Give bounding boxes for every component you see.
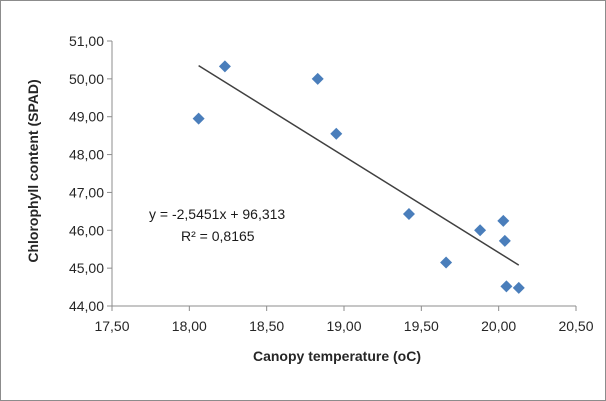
- data-point: [474, 224, 487, 237]
- data-point: [498, 234, 511, 247]
- y-tick-label: 49,00: [69, 109, 104, 125]
- y-tick-label: 48,00: [69, 147, 104, 163]
- trend-equation: y = -2,5451x + 96,313: [149, 206, 285, 222]
- x-tick-label: 20,50: [558, 318, 593, 334]
- data-point: [500, 280, 513, 293]
- x-tick-label: 19,00: [326, 318, 361, 334]
- y-tick-label: 50,00: [69, 71, 104, 87]
- y-tick-label: 45,00: [69, 260, 104, 276]
- data-point: [192, 112, 205, 125]
- y-tick-label: 44,00: [69, 298, 104, 314]
- trendline: [198, 65, 520, 266]
- y-tick-label: 46,00: [69, 222, 104, 238]
- data-point: [330, 127, 343, 140]
- y-tick-labels: 44,00 45,00 46,00 47,00 48,00 49,00 50,00 51,00: [69, 33, 112, 314]
- data-point: [440, 256, 453, 269]
- r-squared-label: R² = 0,8165: [181, 228, 255, 244]
- x-tick-label: 20,00: [481, 318, 516, 334]
- y-axis-title: Chlorophyll content (SPAD): [25, 79, 41, 262]
- x-tick-label: 18,00: [172, 318, 207, 334]
- data-point: [402, 208, 415, 221]
- data-point: [218, 60, 231, 73]
- data-point: [311, 72, 324, 85]
- data-points: [192, 60, 525, 294]
- y-tick-label: 47,00: [69, 184, 104, 200]
- x-tick-label: 19,50: [404, 318, 439, 334]
- x-tick-label: 18,50: [249, 318, 284, 334]
- x-tick-labels: 17,50 18,00 18,50 19,00 19,50 20,00 20,50: [94, 306, 594, 334]
- axes: [111, 41, 576, 307]
- y-tick-label: 51,00: [69, 33, 104, 49]
- data-point: [497, 214, 510, 227]
- x-axis-title: Canopy temperature (oC): [253, 348, 421, 364]
- data-point: [512, 281, 525, 294]
- x-tick-label: 17,50: [94, 318, 129, 334]
